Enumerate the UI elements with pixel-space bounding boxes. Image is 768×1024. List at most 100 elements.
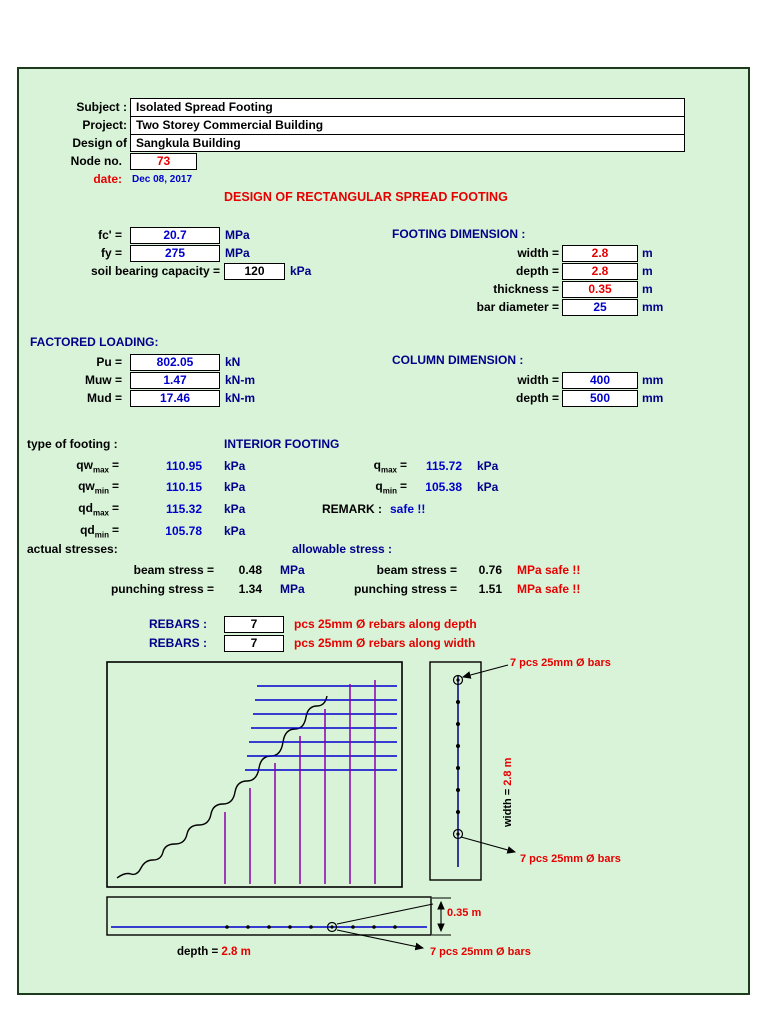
rebars-depth-field[interactable]: 7 xyxy=(224,615,284,633)
soil-unit: kPa xyxy=(290,264,312,278)
bar-diameter-row: bar diameter = 25 mm xyxy=(399,298,663,316)
footing-thickness-field[interactable]: 0.35 xyxy=(562,280,638,298)
mud-row: Mud = 17.46 kN-m xyxy=(27,389,255,407)
allowable-punching-row: punching stress = 1.51 MPa safe !! xyxy=(319,580,580,598)
soil-label: soil bearing capacity = xyxy=(90,264,220,278)
qwmax-value: 110.95 xyxy=(165,459,202,473)
column-width-label: width = xyxy=(517,373,559,387)
date-value: Dec 08, 2017 xyxy=(132,173,193,185)
design-field[interactable]: Sangkula Building xyxy=(136,136,241,150)
footing-depth-row: depth = 2.8 m xyxy=(399,262,653,280)
column-width-field[interactable]: 400 xyxy=(562,371,638,389)
fc-unit: MPa xyxy=(225,228,250,242)
footing-width-unit: m xyxy=(642,246,653,260)
remark-label: REMARK : xyxy=(322,502,382,516)
pu-row: Pu = 802.05 kN xyxy=(27,353,240,371)
muw-field[interactable]: 1.47 xyxy=(130,371,220,389)
depth-dim-label: depth = 2.8 m xyxy=(177,946,251,958)
footing-type-label: type of footing : xyxy=(27,437,118,451)
fc-row: fc' = 20.7 MPa xyxy=(27,226,250,244)
actual-beam-value: 0.48 xyxy=(238,563,262,577)
qdmin-label: qdmin = xyxy=(80,522,119,540)
remark-row: REMARK : safe !! xyxy=(299,500,425,518)
top-bars-leader xyxy=(461,664,509,679)
footing-width-value: 2.8 xyxy=(591,246,609,260)
depth-section-bar-dots xyxy=(225,925,397,929)
plan-horizontal-rebars xyxy=(245,685,397,771)
actual-beam-row: beam stress = 0.48 MPa xyxy=(27,561,305,579)
rebars-width-field[interactable]: 7 xyxy=(224,634,284,652)
qdmax-unit: kPa xyxy=(224,502,246,516)
allowable-beam-remark: MPa safe !! xyxy=(517,563,581,577)
qwmin-label: qwmin = xyxy=(78,478,119,496)
bottom-bars-label: 7 pcs 25mm Ø bars xyxy=(430,946,531,958)
node-value: 73 xyxy=(156,154,171,168)
header-box: Isolated Spread Footing Two Storey Comme… xyxy=(130,98,685,152)
remark-value: safe !! xyxy=(390,502,426,516)
thickness-dimension xyxy=(432,897,451,936)
fy-value: 275 xyxy=(164,246,186,260)
subject-field[interactable]: Isolated Spread Footing xyxy=(131,99,684,117)
node-row: Node no. 73 xyxy=(27,152,197,170)
plan-curve xyxy=(116,695,328,879)
column-depth-label: depth = xyxy=(515,391,559,405)
actual-stresses-heading: actual stresses: xyxy=(27,542,118,556)
plan-view-chart xyxy=(106,661,403,888)
qdmin-unit: kPa xyxy=(224,524,246,538)
column-depth-value: 500 xyxy=(589,391,611,405)
factored-loading-heading: FACTORED LOADING: xyxy=(30,335,159,349)
project-field[interactable]: Two Storey Commercial Building xyxy=(131,117,684,135)
qmax-value: 115.72 xyxy=(425,459,462,473)
footing-thickness-row: thickness = 0.35 m xyxy=(399,280,653,298)
qwmax-label: qwmax = xyxy=(76,457,119,475)
footing-width-field[interactable]: 2.8 xyxy=(562,244,638,262)
qdmax-row: qdmax = 115.32 kPa xyxy=(27,500,245,518)
qmin-value: 105.38 xyxy=(425,480,462,494)
mud-label: Mud = xyxy=(87,391,122,405)
pu-label: Pu = xyxy=(96,355,122,369)
actual-beam-unit: MPa xyxy=(280,563,305,577)
mud-field[interactable]: 17.46 xyxy=(130,389,220,407)
date-row: date: Dec 08, 2017 xyxy=(27,170,192,188)
actual-punching-value: 1.34 xyxy=(238,582,262,596)
top-bars-label: 7 pcs 25mm Ø bars xyxy=(510,657,611,669)
thickness-dim-label: 0.35 m xyxy=(447,907,482,919)
qwmax-row: qwmax = 110.95 kPa xyxy=(27,457,245,475)
rebars-depth-value: 7 xyxy=(250,617,258,631)
qmin-label: qmin = xyxy=(375,478,407,496)
node-field[interactable]: 73 xyxy=(130,152,197,170)
depth-section-bar-marker xyxy=(326,921,338,933)
qwmin-unit: kPa xyxy=(224,480,246,494)
column-depth-field[interactable]: 500 xyxy=(562,389,638,407)
rebars-width-row: REBARS : 7 pcs 25mm Ø rebars along width xyxy=(139,634,475,652)
qwmax-unit: kPa xyxy=(224,459,246,473)
allowable-punching-label: punching stress = xyxy=(353,582,457,596)
bar-diameter-field[interactable]: 25 xyxy=(562,298,638,316)
width-section-bar-dots xyxy=(456,700,460,814)
design-label: Design of xyxy=(72,136,127,150)
footing-depth-field[interactable]: 2.8 xyxy=(562,262,638,280)
width-section-top-bar-marker xyxy=(452,674,464,686)
pu-field[interactable]: 802.05 xyxy=(130,353,220,371)
fy-field[interactable]: 275 xyxy=(130,244,220,262)
fc-field[interactable]: 20.7 xyxy=(130,226,220,244)
fy-label: fy = xyxy=(100,246,122,260)
allowable-stress-heading: allowable stress : xyxy=(292,542,393,556)
qmax-row: qmax = 115.72 kPa xyxy=(299,457,499,475)
column-width-value: 400 xyxy=(589,373,611,387)
column-dimension-heading: COLUMN DIMENSION : xyxy=(392,353,524,367)
bar-diameter-unit: mm xyxy=(642,300,664,314)
worksheet-page: Subject : Project: Design of Isolated Sp… xyxy=(17,67,750,995)
soil-value: 120 xyxy=(244,264,265,278)
qmax-label: qmax = xyxy=(373,457,407,475)
footing-thickness-unit: m xyxy=(642,282,653,296)
side-width-dim-label: width = 2.8 m xyxy=(502,707,514,827)
qdmax-label: qdmax = xyxy=(78,500,119,518)
muw-label: Muw = xyxy=(84,373,122,387)
bar-diameter-value: 25 xyxy=(593,300,607,314)
actual-beam-label: beam stress = xyxy=(133,563,214,577)
soil-field[interactable]: 120 xyxy=(224,262,285,280)
muw-value: 1.47 xyxy=(163,373,187,387)
footing-depth-value: 2.8 xyxy=(591,264,609,278)
actual-punching-row: punching stress = 1.34 MPa xyxy=(27,580,305,598)
